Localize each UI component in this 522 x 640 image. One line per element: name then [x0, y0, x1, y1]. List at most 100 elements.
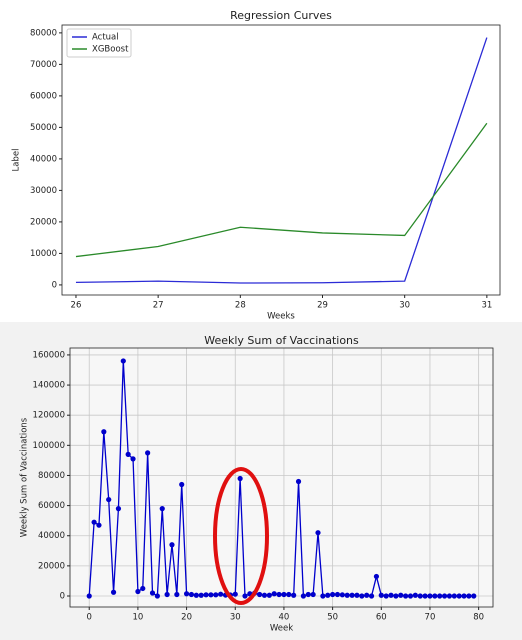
x-tick-label: 30	[399, 301, 410, 311]
data-point	[188, 591, 195, 598]
data-point	[373, 573, 380, 580]
x-tick-label: 27	[153, 301, 164, 311]
plot-frame	[61, 24, 501, 296]
data-point	[334, 591, 341, 598]
legend-label: Actual	[92, 33, 119, 43]
data-point	[403, 593, 409, 599]
x-tick-label: 30	[230, 613, 241, 623]
data-point	[145, 450, 151, 456]
data-point	[237, 475, 243, 482]
y-tick-label: 140000	[33, 381, 65, 391]
data-point	[305, 591, 311, 598]
data-point	[354, 592, 360, 598]
data-point	[291, 592, 297, 598]
x-axis-label: Weeks	[267, 312, 295, 322]
data-point	[115, 506, 122, 512]
chart-title: Weekly Sum of Vaccinations	[204, 334, 359, 347]
data-point	[86, 593, 92, 599]
data-point	[427, 593, 433, 599]
data-point	[383, 593, 389, 599]
y-tick-label: 40000	[30, 154, 57, 164]
data-point	[344, 592, 350, 598]
y-tick-label: 40000	[38, 531, 65, 541]
x-tick-label: 31	[481, 301, 492, 311]
series-line	[75, 37, 488, 284]
data-point	[368, 593, 375, 599]
data-point	[140, 585, 146, 592]
x-tick-label: 70	[425, 613, 436, 623]
data-point	[120, 358, 126, 364]
y-tick-label: 60000	[30, 91, 57, 101]
data-point	[256, 591, 263, 598]
chart-regression: 0 10000 20000 30000 40000 50000 60000 70000 8000…	[12, 9, 501, 322]
data-point	[393, 593, 399, 599]
highlight-ellipse	[213, 467, 269, 605]
data-point	[261, 592, 268, 598]
x-tick-label: 80	[473, 613, 484, 623]
x-tick-label: 26	[71, 301, 82, 311]
x-tick-label: 28	[235, 301, 246, 311]
data-point	[110, 589, 117, 595]
y-axis-label: Label	[12, 149, 22, 172]
data-point	[208, 592, 214, 598]
data-point	[325, 592, 331, 598]
data-point	[295, 478, 302, 485]
data-point	[96, 522, 102, 528]
x-axis-label: Week	[270, 624, 293, 634]
data-point	[106, 496, 112, 503]
data-point	[412, 592, 418, 598]
data-point	[149, 590, 156, 596]
y-axis-label: Weekly Sum of Vaccinations	[20, 417, 30, 537]
data-point	[446, 593, 453, 599]
data-point	[315, 530, 321, 536]
data-point	[422, 593, 428, 599]
data-point	[203, 592, 209, 598]
data-point	[456, 593, 462, 599]
data-point	[179, 481, 185, 488]
data-point	[441, 593, 448, 599]
y-tick-label: 80000	[38, 471, 65, 481]
data-point	[154, 593, 160, 599]
data-point	[174, 591, 180, 598]
data-point	[471, 593, 477, 599]
y-tick-label: 70000	[30, 60, 57, 70]
data-point	[451, 593, 457, 599]
data-point	[330, 591, 336, 598]
x-tick-label: 0	[87, 613, 92, 623]
data-point	[320, 593, 326, 599]
data-point	[271, 591, 277, 597]
data-point	[339, 592, 345, 598]
y-tick-label: 10000	[30, 249, 57, 259]
data-point	[310, 591, 316, 598]
data-point	[213, 592, 219, 598]
data-point	[91, 519, 97, 525]
data-point	[432, 593, 438, 599]
y-tick-label: 120000	[33, 411, 65, 421]
x-tick-label: 10	[132, 613, 143, 623]
data-point	[417, 593, 423, 599]
data-point	[461, 593, 467, 599]
x-tick-label: 29	[317, 301, 328, 311]
data-point	[349, 592, 355, 598]
chart-title: Regression Curves	[230, 9, 332, 22]
chart-vaccinations: 0 20000 40000 60000 80000 100000 120000 140000 1…	[20, 334, 494, 634]
data-point	[300, 593, 307, 599]
plot-frame	[69, 347, 494, 608]
data-point	[198, 592, 204, 598]
data-point	[125, 451, 131, 457]
data-point	[437, 593, 443, 599]
data-point	[135, 588, 141, 595]
data-point	[159, 506, 165, 512]
y-tick-label: 60000	[38, 501, 65, 511]
x-tick-label: 20	[181, 613, 192, 623]
data-point	[169, 542, 175, 548]
y-tick-label: 20000	[30, 217, 57, 227]
series-line	[75, 122, 488, 258]
data-point	[378, 592, 384, 598]
x-tick-label: 60	[376, 613, 387, 623]
x-tick-label: 40	[279, 613, 290, 623]
plot-area	[70, 348, 493, 607]
data-point	[242, 593, 248, 599]
y-tick-label: 0	[52, 280, 57, 290]
